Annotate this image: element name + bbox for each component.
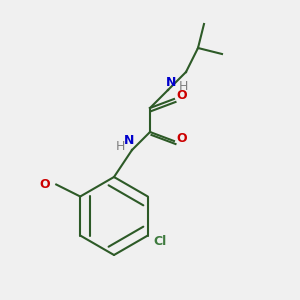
Text: N: N (124, 134, 134, 148)
Text: O: O (176, 131, 187, 145)
Text: H: H (178, 80, 188, 94)
Text: Cl: Cl (153, 235, 166, 248)
Text: H: H (115, 140, 125, 154)
Text: O: O (39, 178, 50, 191)
Text: N: N (166, 76, 176, 89)
Text: O: O (176, 89, 187, 103)
